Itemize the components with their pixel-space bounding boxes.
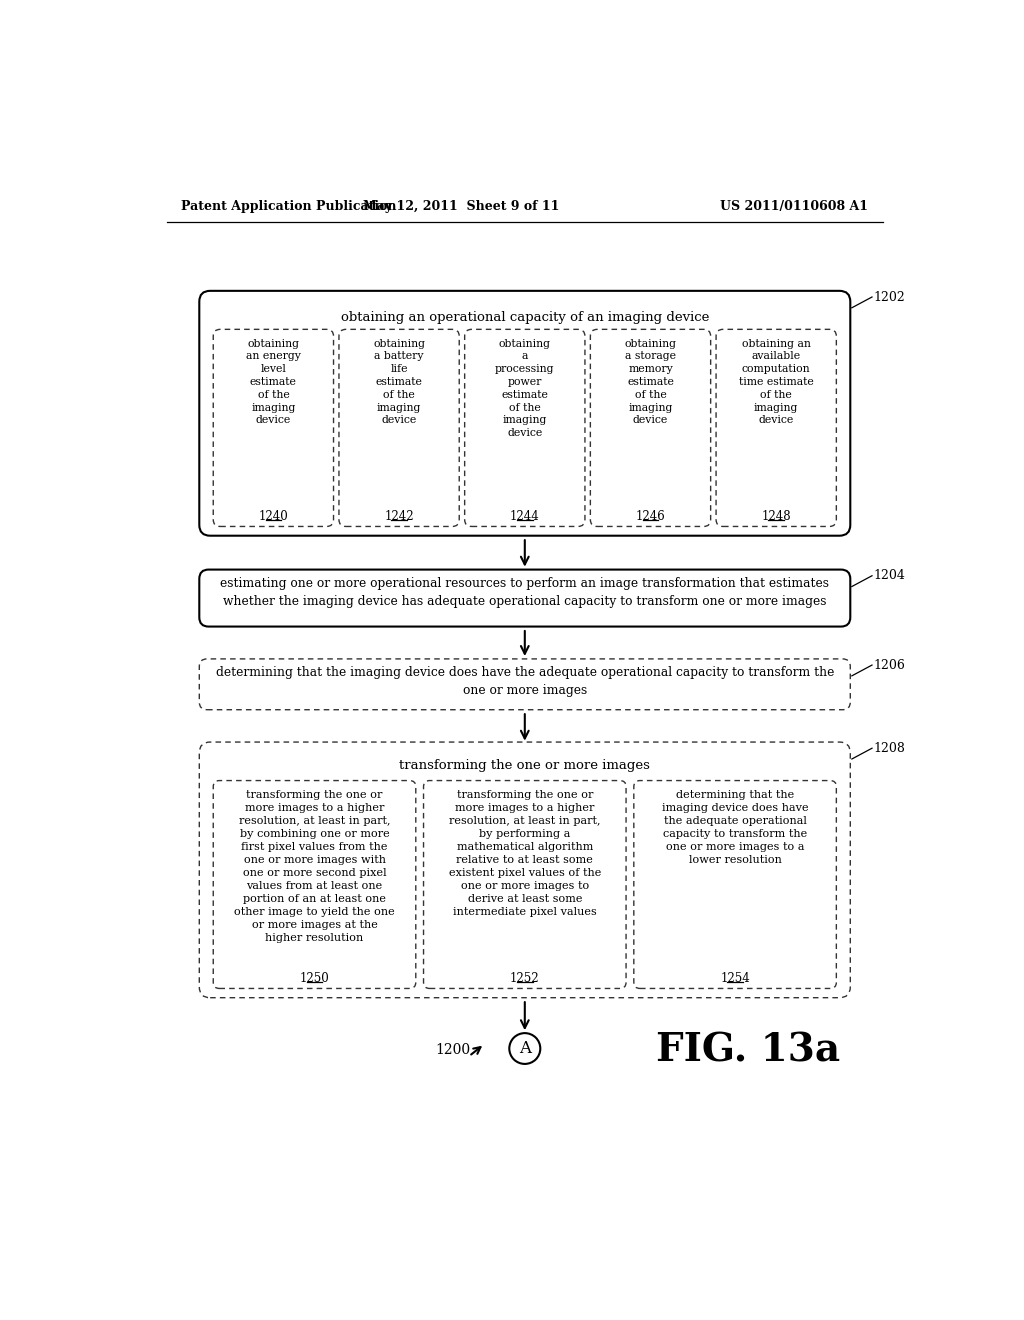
Text: FIG. 13a: FIG. 13a [656, 1031, 840, 1069]
Text: May 12, 2011  Sheet 9 of 11: May 12, 2011 Sheet 9 of 11 [364, 199, 559, 213]
FancyBboxPatch shape [200, 742, 850, 998]
Text: A: A [519, 1040, 530, 1057]
FancyBboxPatch shape [465, 330, 585, 527]
Text: obtaining an
available
computation
time estimate
of the
imaging
device: obtaining an available computation time … [739, 339, 814, 425]
FancyBboxPatch shape [716, 330, 837, 527]
Text: 1208: 1208 [873, 742, 905, 755]
FancyBboxPatch shape [424, 780, 626, 989]
Text: obtaining
a
processing
power
estimate
of the
imaging
device: obtaining a processing power estimate of… [495, 339, 555, 438]
FancyBboxPatch shape [213, 330, 334, 527]
Text: 1240: 1240 [258, 510, 289, 523]
FancyBboxPatch shape [339, 330, 459, 527]
Text: 1204: 1204 [873, 569, 905, 582]
Text: determining that the
imaging device does have
the adequate operational
capacity : determining that the imaging device does… [662, 789, 808, 865]
FancyBboxPatch shape [213, 780, 416, 989]
Text: transforming the one or
more images to a higher
resolution, at least in part,
by: transforming the one or more images to a… [449, 789, 601, 917]
Text: determining that the imaging device does have the adequate operational capacity : determining that the imaging device does… [216, 665, 834, 697]
Text: transforming the one or
more images to a higher
resolution, at least in part,
by: transforming the one or more images to a… [234, 789, 395, 944]
Text: US 2011/0110608 A1: US 2011/0110608 A1 [720, 199, 868, 213]
Text: 1248: 1248 [762, 510, 791, 523]
Text: obtaining
a storage
memory
estimate
of the
imaging
device: obtaining a storage memory estimate of t… [625, 339, 677, 425]
Circle shape [509, 1034, 541, 1064]
Text: 1244: 1244 [510, 510, 540, 523]
Text: 1202: 1202 [873, 290, 905, 304]
FancyBboxPatch shape [200, 570, 850, 627]
Text: obtaining an operational capacity of an imaging device: obtaining an operational capacity of an … [341, 312, 709, 323]
Text: 1254: 1254 [720, 972, 750, 985]
Text: transforming the one or more images: transforming the one or more images [399, 759, 650, 772]
FancyBboxPatch shape [591, 330, 711, 527]
Text: 1200: 1200 [435, 1043, 471, 1057]
FancyBboxPatch shape [200, 659, 850, 710]
FancyBboxPatch shape [200, 290, 850, 536]
Text: estimating one or more operational resources to perform an image transformation : estimating one or more operational resou… [220, 577, 829, 609]
Text: 1206: 1206 [873, 659, 905, 672]
Text: obtaining
a battery
life
estimate
of the
imaging
device: obtaining a battery life estimate of the… [373, 339, 425, 425]
Text: obtaining
an energy
level
estimate
of the
imaging
device: obtaining an energy level estimate of th… [246, 339, 301, 425]
FancyBboxPatch shape [634, 780, 837, 989]
Text: Patent Application Publication: Patent Application Publication [180, 199, 396, 213]
Text: 1242: 1242 [384, 510, 414, 523]
Text: 1246: 1246 [636, 510, 666, 523]
Text: 1250: 1250 [300, 972, 330, 985]
Text: 1252: 1252 [510, 972, 540, 985]
